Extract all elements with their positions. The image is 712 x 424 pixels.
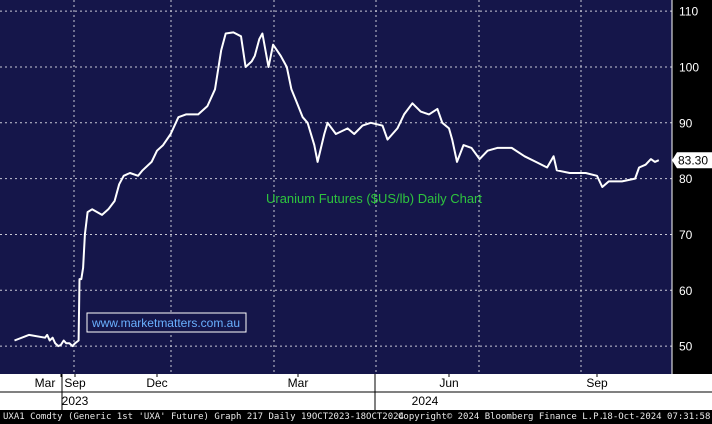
last-value-badge [672, 152, 712, 169]
footer-security-info: UXA1 Comdty (Generic 1st 'UXA' Future) G… [3, 412, 404, 422]
x-year-label: 2023 [62, 394, 89, 408]
y-tick-label: 100 [679, 60, 699, 74]
footer-timestamp: 18-Oct-2024 07:31:58 [602, 412, 711, 422]
watermark-text: www.marketmatters.com.au [91, 316, 240, 330]
x-tick-label: Mar [35, 376, 56, 390]
price-series-line [14, 31, 660, 348]
x-tick-label: Sep [64, 376, 86, 390]
y-tick-label: 50 [679, 340, 693, 354]
y-tick-label: 70 [679, 228, 693, 242]
chart-title: Uranium Futures ($US/lb) Daily Chart [266, 191, 482, 206]
y-tick-label: 110 [679, 5, 698, 19]
watermark-box [86, 312, 247, 333]
footer-copyright: Copyright© 2024 Bloomberg Finance L.P. [398, 412, 604, 422]
x-tick-label: Jun [439, 376, 458, 390]
y-tick-label: 60 [679, 284, 693, 298]
x-tick-label: Mar [288, 376, 309, 390]
x-year-bar [0, 392, 712, 410]
last-value-label: 83.30 [678, 154, 708, 168]
uranium-futures-chart: 50 60 70 80 90 100 110 Mar Sep Dec Mar Jun Sep 2023 20… [0, 0, 712, 410]
x-year-label: 2024 [412, 394, 439, 408]
status-footer: UXA1 Comdty (Generic 1st 'UXA' Future) G… [0, 410, 712, 424]
x-tick-label: Sep [586, 376, 608, 390]
plot-area [0, 0, 672, 374]
x-tick-label: Dec [146, 376, 167, 390]
y-tick-label: 80 [679, 172, 693, 186]
y-tick-label: 90 [679, 116, 693, 130]
x-axis-bar [0, 374, 712, 392]
